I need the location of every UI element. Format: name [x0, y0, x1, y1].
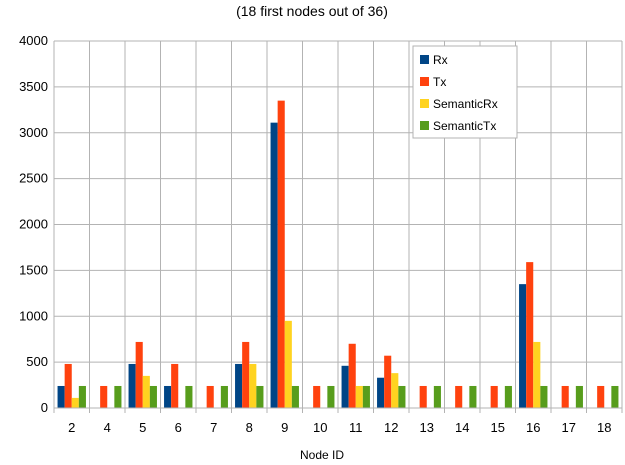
- y-tick-label: 1500: [19, 262, 48, 277]
- bar-semantictx-2: [78, 385, 86, 408]
- x-tick-label: 9: [281, 420, 288, 435]
- bar-tx-4: [100, 385, 108, 408]
- x-tick-label: 16: [526, 420, 540, 435]
- bar-tx-18: [597, 385, 605, 408]
- x-tick-label: 12: [384, 420, 398, 435]
- bar-tx-5: [135, 341, 143, 408]
- bar-semanticrx-5: [142, 375, 150, 408]
- bar-semanticrx-11: [355, 385, 363, 408]
- bar-semantictx-13: [433, 385, 441, 408]
- bar-tx-10: [313, 385, 321, 408]
- legend-swatch-tx: [420, 77, 429, 86]
- bar-tx-17: [561, 385, 569, 408]
- x-tick-label: 14: [455, 420, 469, 435]
- legend: Rx Tx SemanticRx SemanticTx: [412, 45, 518, 139]
- bar-tx-7: [206, 385, 214, 408]
- x-axis-title: Node ID: [300, 448, 344, 462]
- bar-semantictx-11: [362, 385, 370, 408]
- x-tick-label: 2: [68, 420, 75, 435]
- x-tick-label: 11: [349, 420, 363, 435]
- bar-tx-8: [242, 341, 250, 408]
- bar-semantictx-5: [149, 385, 157, 408]
- legend-label-rx: Rx: [433, 53, 448, 67]
- bar-semantictx-10: [327, 385, 335, 408]
- y-tick-label: 2500: [19, 171, 48, 186]
- bar-tx-16: [526, 262, 534, 408]
- bar-semanticrx-9: [284, 320, 292, 408]
- y-tick-label: 4000: [19, 33, 48, 48]
- y-tick-label: 3500: [19, 79, 48, 94]
- bar-semanticrx-2: [71, 397, 79, 408]
- legend-swatch-semanticrx: [420, 99, 429, 108]
- bar-semanticrx-12: [391, 373, 399, 408]
- x-tick-label: 10: [313, 420, 327, 435]
- legend-swatch-semantictx: [420, 121, 429, 130]
- bar-rx-12: [377, 377, 385, 408]
- bar-tx-6: [171, 363, 179, 408]
- bar-semanticrx-8: [249, 363, 257, 408]
- bar-rx-5: [128, 363, 136, 408]
- bar-rx-8: [235, 363, 243, 408]
- bar-tx-9: [277, 100, 285, 408]
- bar-semantictx-18: [611, 385, 619, 408]
- bar-semantictx-7: [220, 385, 228, 408]
- bar-semantictx-12: [398, 385, 406, 408]
- gridlines: [53, 40, 623, 413]
- bar-rx-6: [164, 385, 172, 408]
- tick-labels: 0 500 1000 1500 2000 2500 3000 3500 4000 2 4 5 6 7 8 9 1…: [19, 33, 611, 435]
- bar-tx-15: [490, 385, 498, 408]
- y-tick-label: 0: [41, 400, 48, 415]
- bar-tx-14: [455, 385, 463, 408]
- y-tick-label: 3000: [19, 125, 48, 140]
- x-tick-label: 17: [562, 420, 576, 435]
- bar-semantictx-16: [540, 385, 548, 408]
- y-tick-label: 500: [26, 354, 48, 369]
- x-tick-label: 7: [210, 420, 217, 435]
- x-tick-label: 15: [491, 420, 505, 435]
- bar-semantictx-17: [575, 385, 583, 408]
- x-tick-label: 4: [104, 420, 111, 435]
- x-tick-label: 8: [246, 420, 253, 435]
- bar-rx-9: [270, 122, 278, 408]
- bar-tx-11: [348, 343, 356, 408]
- bar-rx-11: [341, 365, 349, 408]
- bar-tx-12: [384, 355, 392, 408]
- bar-semantictx-6: [185, 385, 193, 408]
- chart-title: (18 first nodes out of 36): [236, 3, 388, 19]
- bar-semantictx-4: [114, 385, 122, 408]
- bar-semantictx-9: [291, 385, 299, 408]
- x-tick-label: 6: [175, 420, 182, 435]
- bar-semantictx-8: [256, 385, 264, 408]
- bar-rx-2: [57, 385, 65, 408]
- x-tick-label: 18: [597, 420, 611, 435]
- legend-label-semanticrx: SemanticRx: [433, 97, 498, 111]
- legend-label-semantictx: SemanticTx: [433, 119, 496, 133]
- legend-box: [412, 45, 518, 139]
- bars-group: [57, 100, 619, 408]
- bar-semantictx-15: [504, 385, 512, 408]
- y-tick-label: 2000: [19, 217, 48, 232]
- y-tick-label: 1000: [19, 308, 48, 323]
- bar-tx-13: [419, 385, 427, 408]
- bar-semantictx-14: [469, 385, 477, 408]
- bar-rx-16: [519, 284, 527, 408]
- bar-tx-2: [64, 363, 72, 408]
- bar-semanticrx-16: [533, 341, 541, 408]
- legend-swatch-rx: [420, 55, 429, 64]
- x-tick-label: 13: [420, 420, 434, 435]
- x-tick-label: 5: [139, 420, 146, 435]
- legend-label-tx: Tx: [433, 75, 446, 89]
